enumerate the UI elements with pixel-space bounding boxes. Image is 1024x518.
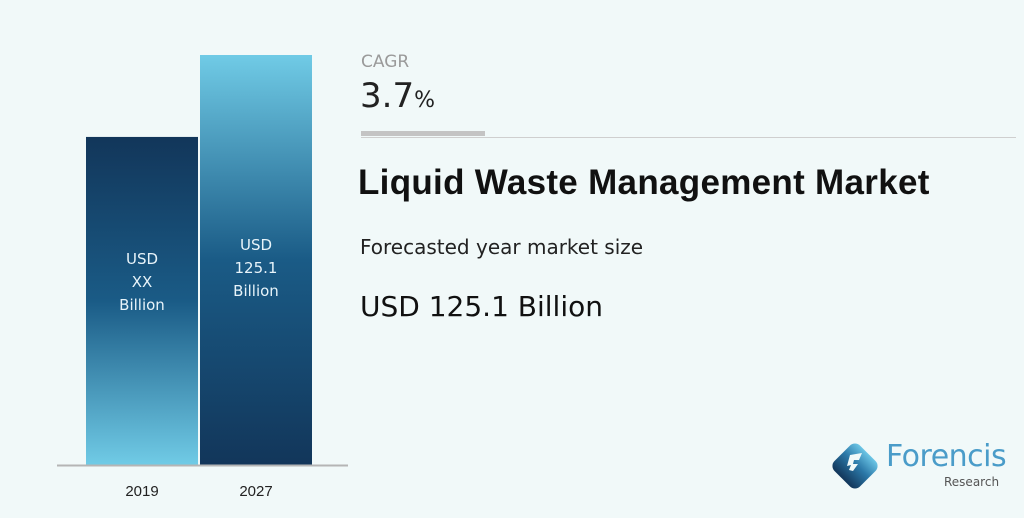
bar-data-label: 125.1 [235,259,278,277]
x-tick-label: 2027 [239,483,272,500]
cagr-value: 3.7% [360,76,435,116]
subtitle: Forecasted year market size [360,235,644,259]
cagr-unit: % [414,88,435,113]
x-tick-label: 2019 [125,483,158,500]
bar-data-label: USD [126,250,158,268]
cagr-number: 3.7 [360,76,415,116]
divider [361,137,1016,138]
market-value: USD 125.1 Billion [360,290,603,323]
bar-2027 [200,55,312,465]
page-title: Liquid Waste Management Market [358,163,930,202]
bar-2019 [86,136,198,465]
bar-chart: USD XX Billion 2019 USD 125.1 Billion 2027 [57,55,348,500]
forencis-logo: Forencis Research [826,437,1007,497]
bar-data-label: Billion [233,282,279,300]
logo-icon [832,443,878,489]
cagr-underline [361,131,485,136]
bar-data-label: Billion [119,296,165,314]
bar-data-label: USD [240,236,272,254]
cagr-label: CAGR [361,52,410,72]
logo-sub: Research [944,475,1000,489]
logo-name: Forencis [886,439,1007,474]
bar-data-label: XX [132,273,153,291]
